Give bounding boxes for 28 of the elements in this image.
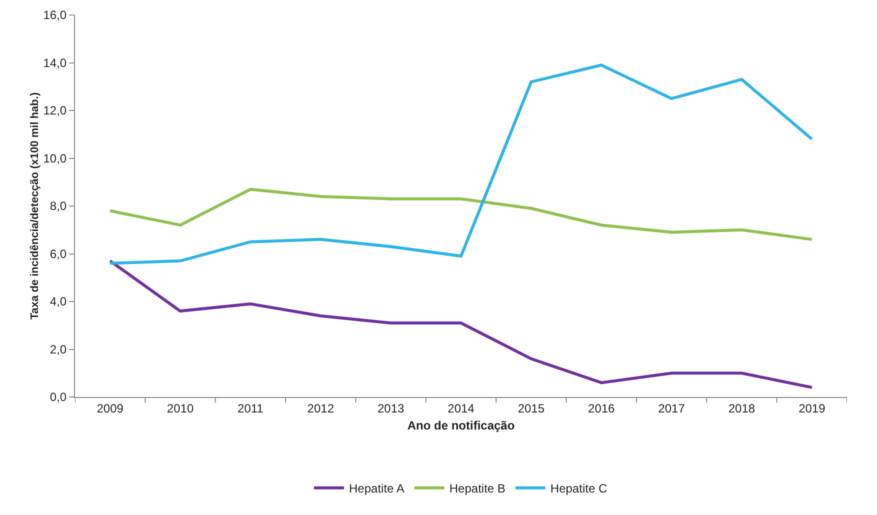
x-tick-label: 2017 — [658, 401, 686, 416]
x-tick-label: 2011 — [238, 401, 264, 416]
y-axis-title: Taxa de incidência/detecção (x100 mil hab.) — [29, 92, 42, 320]
y-tick-label: 12,0 — [43, 104, 67, 118]
x-tick-label: 2010 — [166, 401, 194, 416]
x-tick-label: 2016 — [588, 401, 616, 416]
x-tick-label: 2018 — [728, 401, 756, 416]
line-series — [108, 188, 814, 241]
x-tick-label: 2015 — [518, 401, 545, 416]
y-tick-label: 16,0 — [43, 8, 67, 22]
legend-label: Hepatite B — [449, 482, 506, 496]
x-tick-label: 2012 — [307, 401, 334, 416]
legend-label: Hepatite A — [349, 482, 404, 496]
x-tick-label: 2014 — [448, 401, 475, 416]
y-tick-label: 0,0 — [50, 390, 67, 404]
y-tick-label: 10,0 — [43, 151, 67, 166]
y-tick-label: 4,0 — [50, 294, 67, 309]
line-series — [108, 259, 814, 389]
x-tick-label: 2019 — [798, 401, 826, 416]
x-tick-label: 2009 — [96, 401, 124, 416]
legend-label: Hepatite C — [550, 482, 608, 496]
y-tick-label: 2,0 — [50, 342, 67, 356]
y-tick-label: 14,0 — [43, 56, 67, 70]
line-series — [108, 64, 814, 265]
x-tick-label: 2013 — [377, 401, 404, 416]
y-tick-label: 6,0 — [50, 246, 67, 261]
y-tick-label: 8,0 — [50, 199, 67, 214]
x-axis-title: Ano de notificação — [407, 418, 515, 432]
